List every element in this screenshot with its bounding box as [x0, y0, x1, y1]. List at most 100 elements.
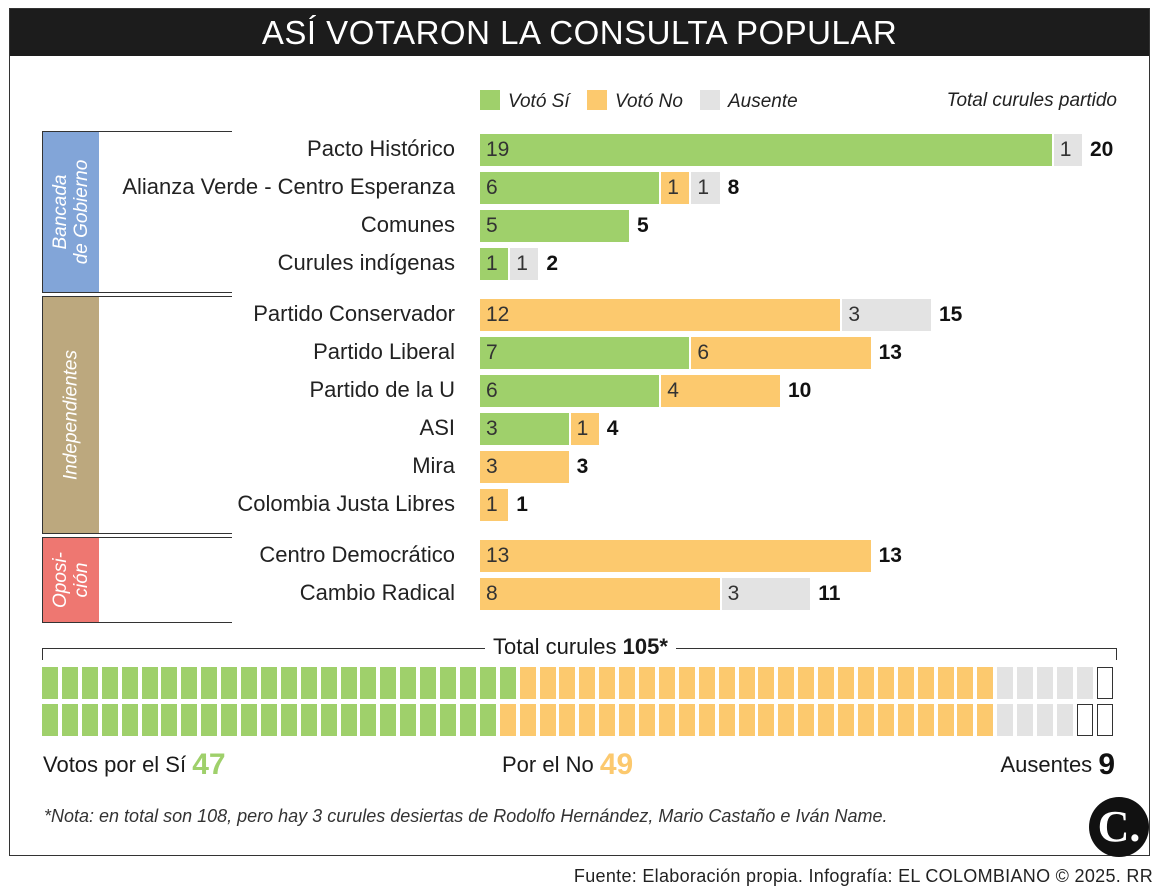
chart-frame — [9, 8, 1150, 856]
bar-segment-absent: 1 — [510, 248, 539, 280]
bar-segment-no: 6 — [691, 337, 871, 369]
seat-cell-yes — [181, 667, 198, 699]
bar-segment-no: 4 — [661, 375, 780, 407]
chart-title: ASÍ VOTARON LA CONSULTA POPULAR — [10, 9, 1149, 56]
seat-cell-yes — [459, 704, 476, 736]
seat-cell-no — [658, 704, 675, 736]
party-total: 5 — [637, 214, 649, 237]
source-credit: Fuente: Elaboración propia. Infografía: … — [573, 866, 1153, 886]
seat-cell-yes — [280, 667, 297, 699]
summary-title: Total curules 105* — [0, 634, 1161, 660]
bar-segment-yes: 6 — [480, 172, 660, 204]
party-name: Centro Democrático — [259, 542, 455, 567]
seat-cell-yes — [61, 667, 78, 699]
legend-yes-label: Votó Sí — [508, 91, 570, 112]
seat-cell-absent — [1076, 667, 1093, 699]
summary-absent-label: Ausentes — [1000, 752, 1093, 777]
seat-cell-no — [579, 667, 596, 699]
seat-cell-yes — [320, 667, 337, 699]
legend-no: Votó No — [587, 90, 683, 112]
party-name: Comunes — [360, 212, 455, 237]
seat-cell-no — [599, 667, 616, 699]
bar-segment-absent: 1 — [1053, 134, 1082, 166]
seat-cell-no — [499, 704, 516, 736]
legend-no-swatch — [587, 90, 607, 110]
seat-cell-yes — [420, 704, 437, 736]
seat-cell-yes — [440, 704, 456, 736]
seat-cell-yes — [380, 667, 397, 699]
bar-segment-yes: 3 — [480, 413, 569, 445]
seat-cell-yes — [141, 667, 158, 699]
bar-segment-absent: 3 — [842, 299, 931, 331]
seat-cell-yes — [121, 667, 138, 699]
seat-cell-yes — [300, 704, 317, 736]
party-total: 3 — [576, 455, 589, 478]
bar-segment-yes: 6 — [480, 375, 660, 407]
legend-no-label: Votó No — [615, 91, 683, 112]
summary-yes-label: Votos por el Sí — [43, 752, 187, 777]
seat-cell-no — [599, 704, 616, 736]
legend-absent: Ausente — [700, 90, 798, 112]
bar-segment-yes: 19 — [480, 134, 1052, 166]
party-total: 4 — [606, 417, 619, 440]
bar-segment-yes: 5 — [480, 210, 629, 242]
seat-cell-vacant — [1096, 704, 1113, 736]
bar-segment-no: 1 — [570, 413, 599, 445]
seat-cell-no — [937, 704, 954, 736]
seat-cell-no — [579, 704, 596, 736]
seat-cell-no — [897, 704, 914, 736]
group-label-box: Independientes — [43, 297, 99, 533]
seat-cell-yes — [380, 704, 397, 736]
seat-cell-yes — [181, 704, 198, 736]
seat-cell-no — [698, 704, 715, 736]
seat-cell-absent — [1017, 704, 1034, 736]
seat-cell-yes — [201, 667, 218, 699]
seat-cell-yes — [241, 667, 257, 699]
party-total: 11 — [818, 582, 841, 605]
seat-cell-yes — [101, 704, 118, 736]
summary-total: 105* — [622, 634, 668, 659]
seat-cell-no — [559, 667, 576, 699]
bar-segment-no: 3 — [480, 451, 569, 483]
seat-cell-yes — [42, 704, 58, 736]
group-bracket-2: Independientes — [42, 296, 232, 534]
seat-cell-no — [798, 704, 815, 736]
seat-cell-no — [877, 667, 894, 699]
seat-cell-no — [738, 667, 755, 699]
party-total: 13 — [878, 544, 902, 567]
seat-cell-no — [619, 667, 636, 699]
bar-segment-yes: 1 — [480, 248, 509, 280]
party-total: 13 — [878, 341, 902, 364]
seat-cell-no — [778, 704, 795, 736]
seat-cell-absent — [997, 667, 1014, 699]
seat-cell-absent — [1037, 704, 1053, 736]
summary-absent-value: 9 — [1098, 748, 1115, 781]
seat-cell-yes — [260, 667, 277, 699]
party-name: Curules indígenas — [277, 250, 455, 275]
seat-cell-no — [957, 667, 974, 699]
seat-cell-yes — [440, 667, 456, 699]
summary-yes: Votos por el Sí 47 — [43, 748, 226, 782]
seat-cell-no — [818, 704, 835, 736]
seat-cell-no — [857, 667, 874, 699]
seat-cell-yes — [300, 667, 317, 699]
seat-cell-no — [977, 704, 994, 736]
group-label: Oposi-ción — [50, 552, 92, 608]
seat-cell-yes — [221, 704, 238, 736]
seat-cell-no — [658, 667, 675, 699]
party-name: Pacto Histórico — [307, 136, 455, 161]
seat-cell-no — [539, 704, 556, 736]
seat-cell-yes — [340, 704, 357, 736]
seat-cell-yes — [499, 667, 516, 699]
group-label-box: Oposi-ción — [43, 538, 99, 622]
seat-cell-yes — [340, 667, 357, 699]
seat-cell-no — [897, 667, 914, 699]
bar-segment-no: 1 — [480, 489, 509, 521]
group-label: Independientes — [60, 350, 82, 480]
seat-cell-no — [778, 667, 795, 699]
seat-cell-no — [917, 667, 934, 699]
seat-cell-yes — [360, 667, 377, 699]
seat-cell-no — [917, 704, 934, 736]
bar-segment-yes: 7 — [480, 337, 690, 369]
seat-cell-no — [718, 667, 735, 699]
